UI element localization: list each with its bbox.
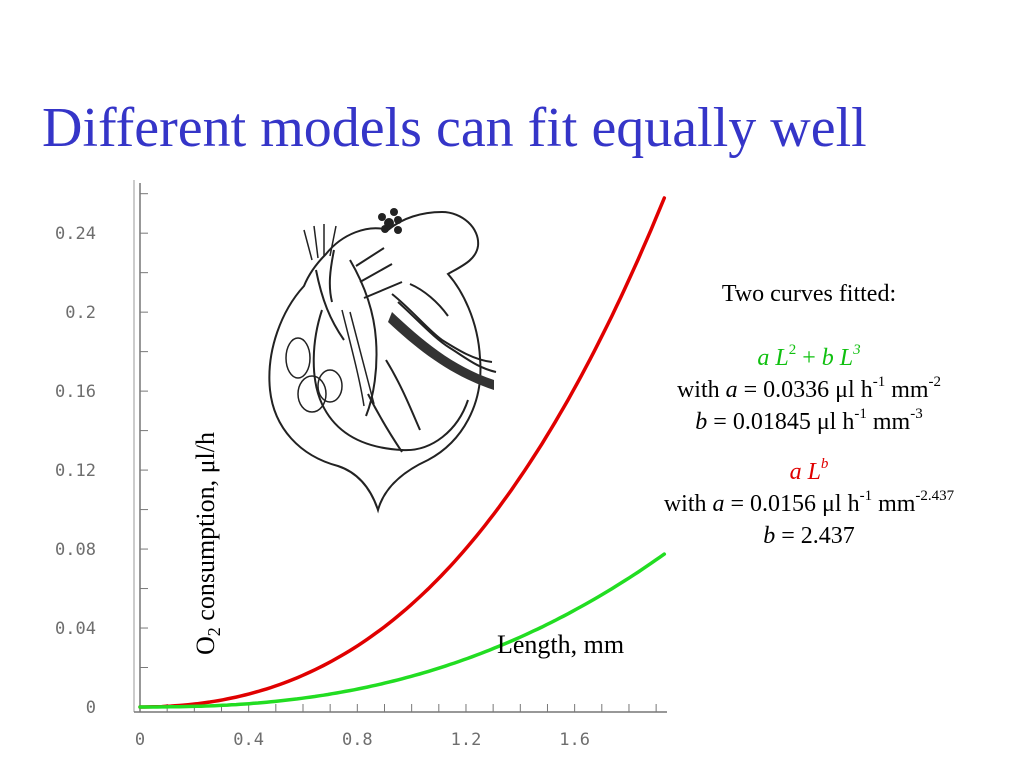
fit-panel: Two curves fitted: a L2 + b L3 with a = … [594, 278, 1024, 552]
series-layer [138, 196, 667, 709]
y-tick-label: 0 [86, 698, 96, 718]
model2-formula: a Lb [789, 456, 829, 486]
slide-title: Different models can fit equally well [42, 97, 867, 159]
daphnia-illustration [268, 208, 497, 514]
series-line-1 [138, 196, 667, 709]
y-tick-label: 0.04 [55, 619, 96, 639]
x-tick-label: 0.8 [342, 730, 373, 750]
x-tick-label: 0.4 [233, 730, 264, 750]
model1-formula: a L2 + b L3 [757, 342, 861, 372]
y-tick-label: 0.08 [55, 540, 96, 560]
x-tick-labels: 0 0.4 0.8 1.2 1.6 [135, 730, 590, 750]
y-axis-label: O2 consumption, μl/h [191, 432, 224, 655]
y-tick-label: 0.24 [55, 224, 96, 244]
fit-heading: Two curves fitted: [721, 281, 897, 307]
model1-b-line: b = 0.01845 μl h-1 mm-3 [695, 406, 923, 436]
x-tick-label: 0 [135, 730, 145, 750]
model2-b-line: b = 2.437 [763, 523, 855, 549]
x-tick-label: 1.2 [451, 730, 482, 750]
model2-a-line: with a = 0.0156 μl h-1 mm-2.437 [663, 488, 955, 518]
y-tick-labels: 0 0.04 0.08 0.12 0.16 0.2 0.24 [55, 224, 96, 718]
y-tick-label: 0.12 [55, 461, 96, 481]
x-tick-label: 1.6 [559, 730, 590, 750]
model1-a-line: with a = 0.0336 μl h-1 mm-2 [676, 374, 942, 404]
x-axis-label: Length, mm [497, 630, 625, 659]
y-tick-label: 0.2 [65, 303, 96, 323]
series-line-2 [138, 552, 667, 709]
y-tick-label: 0.16 [55, 382, 96, 402]
